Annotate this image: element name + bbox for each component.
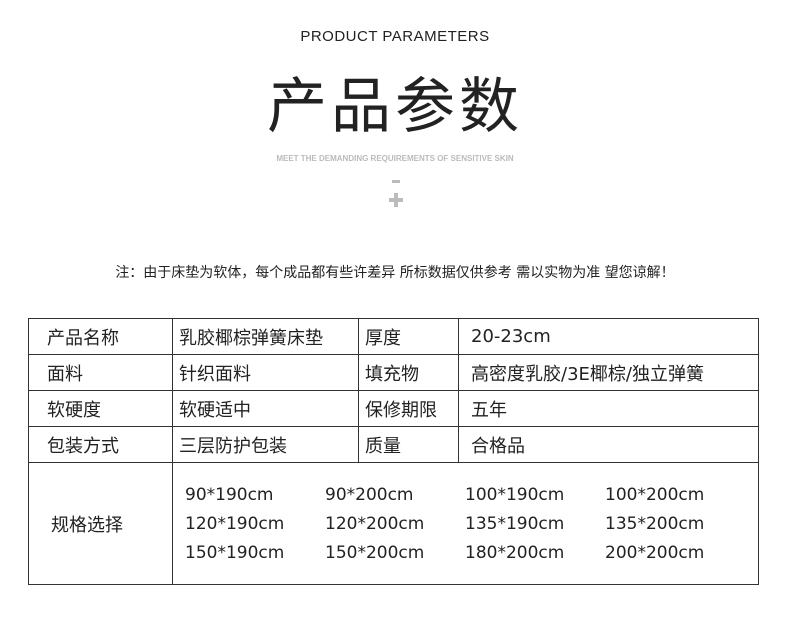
param-label: 产品名称 xyxy=(28,318,173,355)
param-label: 填充物 xyxy=(358,354,459,391)
param-value: 高密度乳胶/3E椰棕/独立弹簧 xyxy=(458,354,759,391)
size-option: 100*190cm xyxy=(465,484,565,505)
param-value: 乳胶椰棕弹簧床垫 xyxy=(172,318,359,355)
param-value: 五年 xyxy=(458,390,759,427)
plus-icon xyxy=(389,193,403,207)
param-label: 厚度 xyxy=(358,318,459,355)
size-option: 100*200cm xyxy=(605,484,705,505)
param-label: 质量 xyxy=(358,426,459,463)
param-value: 针织面料 xyxy=(172,354,359,391)
subtitle: MEET THE DEMANDING REQUIREMENTS OF SENSI… xyxy=(276,154,514,163)
size-option: 90*200cm xyxy=(325,484,414,505)
size-option: 120*190cm xyxy=(185,513,285,534)
size-option: 150*190cm xyxy=(185,542,285,563)
size-option: 120*200cm xyxy=(325,513,425,534)
size-row: 规格选择 90*190cm 90*200cm 100*190cm 100*200cm 1… xyxy=(28,462,759,585)
size-label: 规格选择 xyxy=(28,462,173,585)
table-row: 包装方式 三层防护包装 质量 合格品 xyxy=(28,426,759,463)
param-value: 三层防护包装 xyxy=(172,426,359,463)
disclaimer-note: 注：由于床垫为软体，每个成品都有些许差异 所标数据仅供参考 需以实物为准 望您谅… xyxy=(115,265,675,281)
table-row: 产品名称 乳胶椰棕弹簧床垫 厚度 20-23cm xyxy=(28,318,759,355)
param-label: 软硬度 xyxy=(28,390,173,427)
table-row: 面料 针织面料 填充物 高密度乳胶/3E椰棕/独立弹簧 xyxy=(28,354,759,391)
size-option: 150*200cm xyxy=(325,542,425,563)
parameters-table: 产品名称 乳胶椰棕弹簧床垫 厚度 20-23cm 面料 针织面料 填充物 高密度乳胶/3E椰棕… xyxy=(28,318,759,585)
english-title: PRODUCT PARAMETERS xyxy=(300,28,490,45)
param-label: 保修期限 xyxy=(358,390,459,427)
param-value: 合格品 xyxy=(458,426,759,463)
size-options: 90*190cm 90*200cm 100*190cm 100*200cm 120*19… xyxy=(172,462,759,585)
param-value: 20-23cm xyxy=(458,318,759,355)
size-option: 135*200cm xyxy=(605,513,705,534)
param-value: 软硬适中 xyxy=(172,390,359,427)
size-option: 200*200cm xyxy=(605,542,705,563)
param-label: 包装方式 xyxy=(28,426,173,463)
page-title: 产品参数 xyxy=(267,72,523,142)
param-label: 面料 xyxy=(28,354,173,391)
size-option: 90*190cm xyxy=(185,484,274,505)
size-option: 135*190cm xyxy=(465,513,565,534)
table-row: 软硬度 软硬适中 保修期限 五年 xyxy=(28,390,759,427)
minus-icon xyxy=(392,180,400,183)
size-option: 180*200cm xyxy=(465,542,565,563)
